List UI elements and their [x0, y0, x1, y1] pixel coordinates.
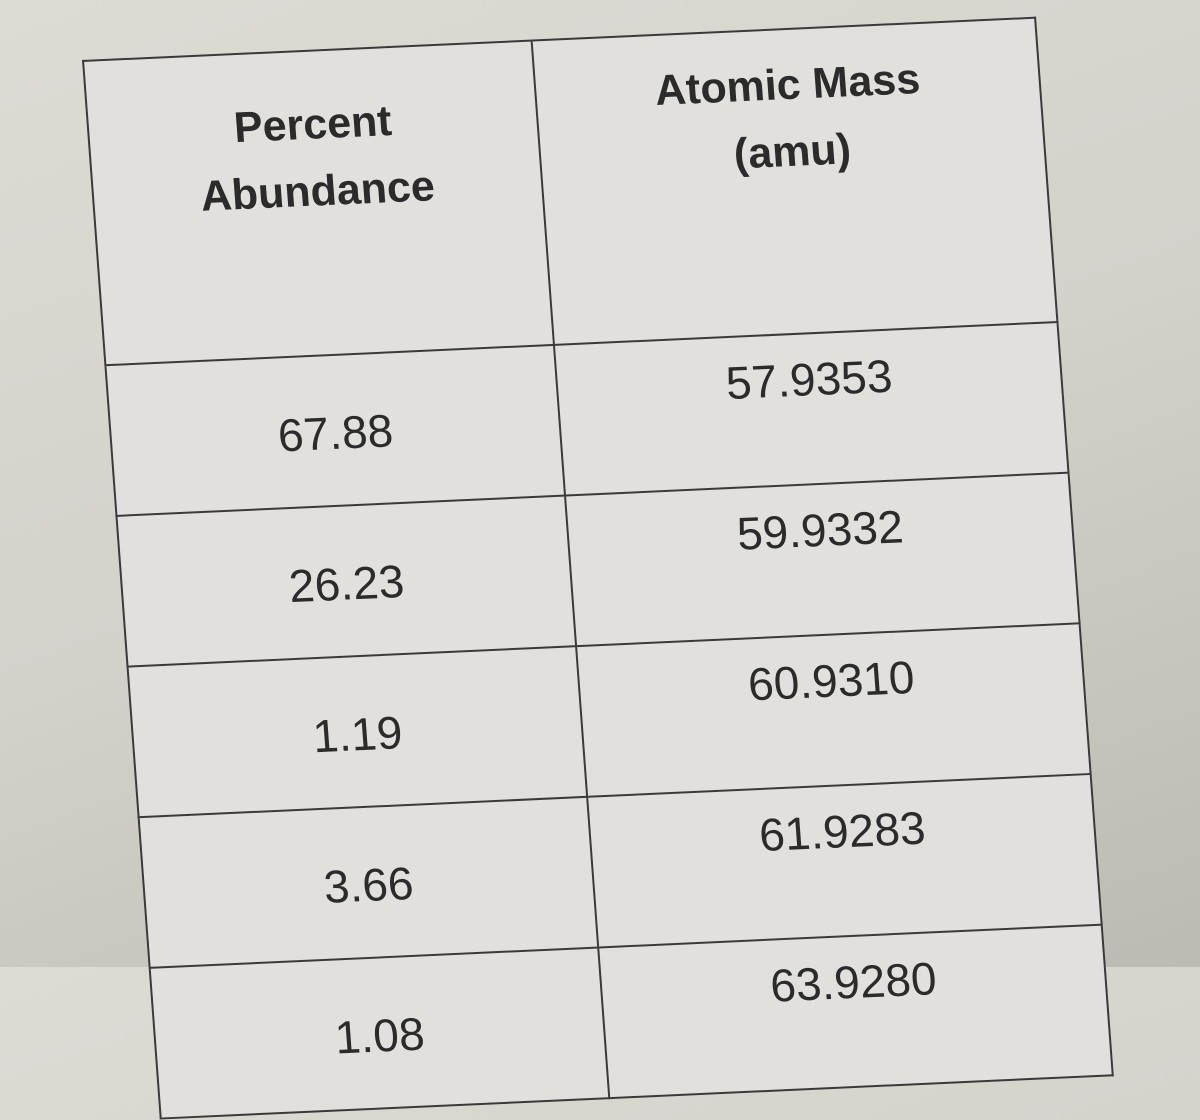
percent-abundance-cell: 3.66 — [138, 796, 599, 968]
percent-abundance-cell: 67.88 — [105, 344, 566, 516]
isotope-table: Percent Abundance Atomic Mass (amu) 67.8… — [82, 16, 1114, 1120]
header-percent-abundance: Percent Abundance — [83, 40, 554, 366]
percent-abundance-cell: 1.08 — [149, 947, 610, 1119]
header-line: Abundance — [198, 161, 437, 221]
header-line: (amu) — [732, 124, 853, 179]
header-line: Percent — [232, 97, 394, 153]
header-line: Atomic Mass — [653, 55, 922, 115]
percent-abundance-cell: 26.23 — [116, 495, 577, 667]
header-atomic-mass: Atomic Mass (amu) — [531, 17, 1058, 345]
atomic-mass-cell: 59.9332 — [565, 472, 1080, 647]
atomic-mass-cell: 60.9310 — [576, 623, 1091, 797]
percent-abundance-cell: 1.19 — [127, 646, 588, 818]
atomic-mass-cell: 61.9283 — [587, 773, 1102, 948]
atomic-mass-cell: 57.9353 — [553, 322, 1069, 496]
header-row: Percent Abundance Atomic Mass (amu) — [83, 17, 1058, 366]
atomic-mass-cell: 63.9280 — [598, 924, 1113, 1099]
